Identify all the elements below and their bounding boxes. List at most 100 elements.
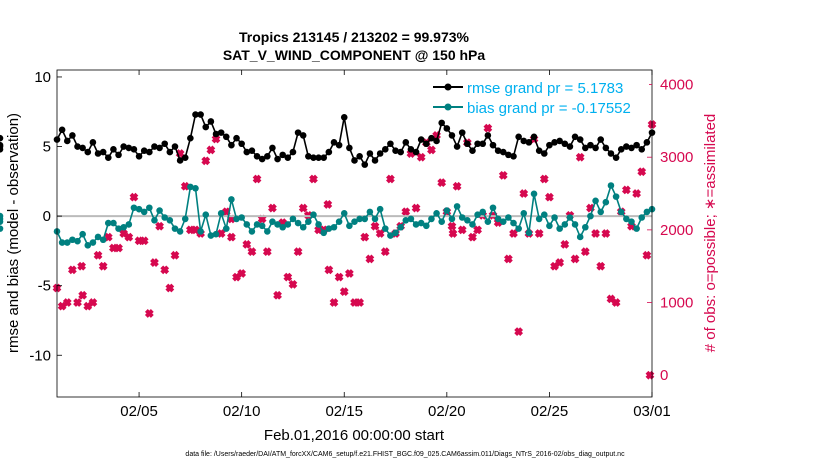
rmse-point xyxy=(217,129,225,136)
bias-point xyxy=(305,218,312,225)
bias-point xyxy=(135,205,143,213)
bias-point xyxy=(84,242,92,249)
rmse-point xyxy=(638,146,646,153)
y-tick-label: -10 xyxy=(29,347,51,364)
rmse-point xyxy=(387,140,394,148)
legend-rmse-label: rmse grand pr = 5.1783 xyxy=(467,80,623,97)
rmse-point xyxy=(89,139,97,146)
rmse-point xyxy=(233,134,240,142)
rmse-point xyxy=(484,132,492,139)
bias-point xyxy=(253,221,261,228)
obs-point xyxy=(324,265,334,275)
rmse-point xyxy=(94,150,102,157)
bias-point xyxy=(535,215,543,223)
rmse-point xyxy=(392,147,399,155)
legend-bias-label: bias grand pr = -0.17552 xyxy=(467,100,631,117)
bias-point xyxy=(279,223,286,231)
bias-point xyxy=(151,216,158,224)
bias-point xyxy=(238,214,245,221)
rmse-point xyxy=(176,157,184,164)
rmse-point xyxy=(294,129,302,136)
rmse-point xyxy=(315,154,322,161)
obs-point xyxy=(88,298,98,307)
bias-point xyxy=(289,215,297,223)
legend-rmse-marker xyxy=(444,83,452,91)
bias-point xyxy=(79,230,86,238)
rmse-point xyxy=(556,137,563,145)
rmse-point xyxy=(351,157,358,164)
bias-point xyxy=(315,221,322,228)
obs-point xyxy=(247,247,257,257)
bias-point xyxy=(392,229,399,237)
bias-point xyxy=(340,210,348,217)
rmse-point xyxy=(340,114,348,121)
rmse-point xyxy=(412,148,420,156)
rmse-point xyxy=(576,136,584,143)
legend-bias-marker xyxy=(444,103,452,111)
rmse-point xyxy=(197,111,204,118)
bias-point xyxy=(320,229,328,237)
obs-point xyxy=(124,232,134,242)
bias-point xyxy=(387,232,394,239)
obs-point xyxy=(447,221,457,231)
obs-point xyxy=(242,240,252,249)
obs-point xyxy=(150,258,159,267)
bias-point xyxy=(69,236,76,244)
rmse-point xyxy=(0,143,4,150)
bias-point xyxy=(582,223,589,231)
obs-point xyxy=(160,265,170,275)
bias-point xyxy=(187,183,194,191)
bias-point xyxy=(561,221,569,228)
rmse-point xyxy=(453,143,461,150)
rmse-point xyxy=(520,137,528,145)
rmse-point xyxy=(551,139,558,146)
bias-point xyxy=(274,221,281,228)
bias-point xyxy=(146,204,153,212)
bias-point xyxy=(453,203,461,210)
obs-point xyxy=(62,298,72,307)
obs-point xyxy=(273,290,282,300)
bias-point xyxy=(197,228,204,235)
bias-point xyxy=(125,221,133,228)
obs-point xyxy=(457,225,467,235)
rmse-point xyxy=(146,148,153,156)
rmse-point xyxy=(0,134,4,142)
bias-point xyxy=(258,222,266,230)
obs-point xyxy=(611,298,621,307)
obs-point xyxy=(323,200,333,209)
obs-point xyxy=(68,265,77,275)
bias-point xyxy=(510,219,517,227)
y-axis-label: rmse and bias (model - observation) xyxy=(5,113,22,353)
bias-point xyxy=(264,228,271,235)
rmse-point xyxy=(515,133,522,141)
rmse-point xyxy=(207,118,215,125)
rmse-point xyxy=(253,152,261,160)
bias-point xyxy=(381,225,389,232)
bias-point xyxy=(110,219,117,227)
rmse-point xyxy=(643,139,651,146)
obs-point xyxy=(227,232,236,242)
rmse-point xyxy=(135,152,143,160)
rmse-point xyxy=(597,136,605,143)
bias-point xyxy=(597,208,605,216)
rmse-point xyxy=(171,143,179,150)
legend-box xyxy=(428,77,649,117)
obs-point xyxy=(77,261,87,271)
bias-point xyxy=(505,214,512,221)
rmse-point xyxy=(499,148,507,156)
bias-point xyxy=(423,222,430,230)
rmse-point xyxy=(140,147,148,155)
obs-point xyxy=(298,203,308,213)
rmse-point xyxy=(238,140,245,148)
rmse-point xyxy=(222,133,230,141)
obs-point xyxy=(642,250,652,260)
bias-point xyxy=(612,193,620,200)
obs-point xyxy=(355,298,365,307)
rmse-point xyxy=(74,143,81,150)
bias-point xyxy=(94,233,102,241)
bias-point xyxy=(346,222,353,230)
obs-point xyxy=(73,298,82,307)
bias-point xyxy=(89,239,97,246)
obs-point xyxy=(483,123,493,133)
bias-point xyxy=(546,222,553,230)
